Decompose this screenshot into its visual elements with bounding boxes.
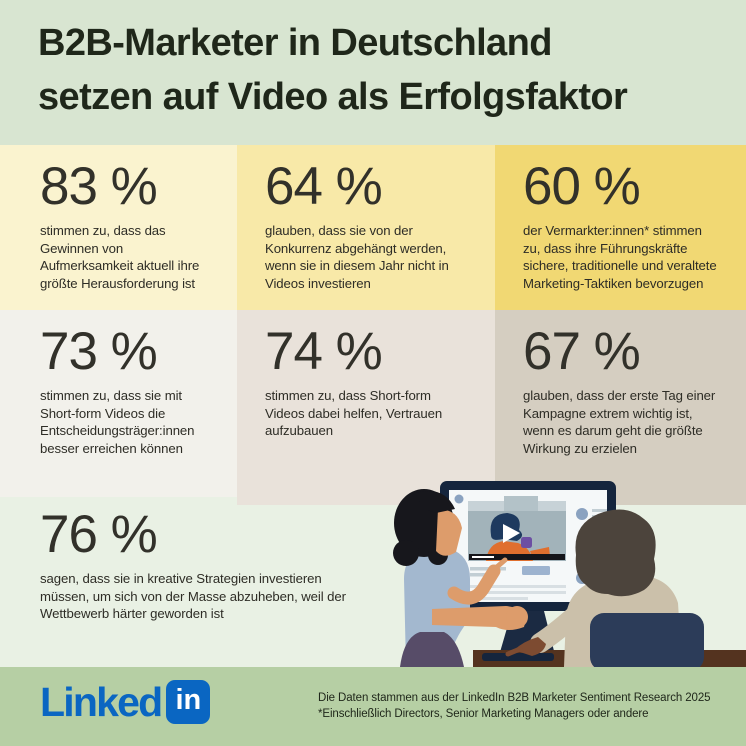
- stat-card-73: 73 % stimmen zu, dass sie mit Short-form…: [0, 310, 237, 497]
- stat-value: 64 %: [265, 157, 383, 216]
- stat-description: glauben, dass sie von der Konkurrenz abg…: [265, 223, 449, 291]
- office-chair: [590, 613, 704, 667]
- stat-description: der Vermarkter:innen* stimmen zu, dass i…: [523, 223, 717, 291]
- woman-arm-resting: [432, 606, 526, 630]
- stat-value: 60 %: [523, 157, 641, 216]
- video-player: [468, 511, 566, 561]
- stat-card-83: 83 % stimmen zu, dass das Gewinnen von A…: [0, 145, 237, 310]
- linkedin-logo: Linked in: [40, 679, 211, 725]
- monitor-base: [482, 653, 554, 661]
- stat-description: glauben, dass der erste Tag einer Kampag…: [523, 388, 716, 456]
- stat-card-74: 74 % stimmen zu, dass Short-form Videos …: [237, 310, 495, 505]
- man-hand: [514, 637, 546, 656]
- mug: [521, 537, 532, 548]
- stat-value-76: 76 %: [40, 505, 158, 564]
- stat-description: stimmen zu, dass Short-form Videos dabei…: [265, 388, 443, 438]
- woman-skirt: [400, 632, 464, 667]
- source-note: Die Daten stammen aus der LinkedIn B2B M…: [318, 692, 711, 720]
- footer: Linked in Die Daten stammen aus der Link…: [0, 667, 746, 746]
- stat-value: 67 %: [523, 322, 641, 381]
- video-watching-illustration: [393, 481, 746, 667]
- stat-description: stimmen zu, dass sie mit Short-form Vide…: [40, 388, 195, 456]
- stat-value: 74 %: [265, 322, 383, 381]
- stat-value: 83 %: [40, 157, 158, 216]
- linkedin-in-icon: in: [166, 680, 211, 724]
- play-icon: [503, 524, 520, 543]
- stat-description: stimmen zu, dass das Gewinnen von Aufmer…: [40, 223, 200, 291]
- progress-bar: [469, 554, 565, 560]
- stat-description-76: sagen, dass sie in kreative Strategien i…: [40, 571, 346, 621]
- woman-face: [436, 509, 462, 556]
- person-woman: [393, 489, 528, 667]
- woman-arm-pointing: [447, 564, 501, 605]
- page-title: B2B-Marketer in Deutschland setzen auf V…: [38, 22, 628, 118]
- man-arm: [530, 601, 590, 653]
- stat-card-60: 60 % der Vermarkter:innen* stimmen zu, d…: [495, 145, 746, 310]
- stat-card-64: 64 % glauben, dass sie von der Konkurren…: [237, 145, 495, 310]
- linkedin-wordmark: Linked: [40, 679, 163, 725]
- stat-value: 73 %: [40, 322, 158, 381]
- stat-card-67: 67 % glauben, dass der erste Tag einer K…: [495, 310, 746, 505]
- man-hair: [575, 509, 656, 597]
- avatar: [454, 494, 464, 504]
